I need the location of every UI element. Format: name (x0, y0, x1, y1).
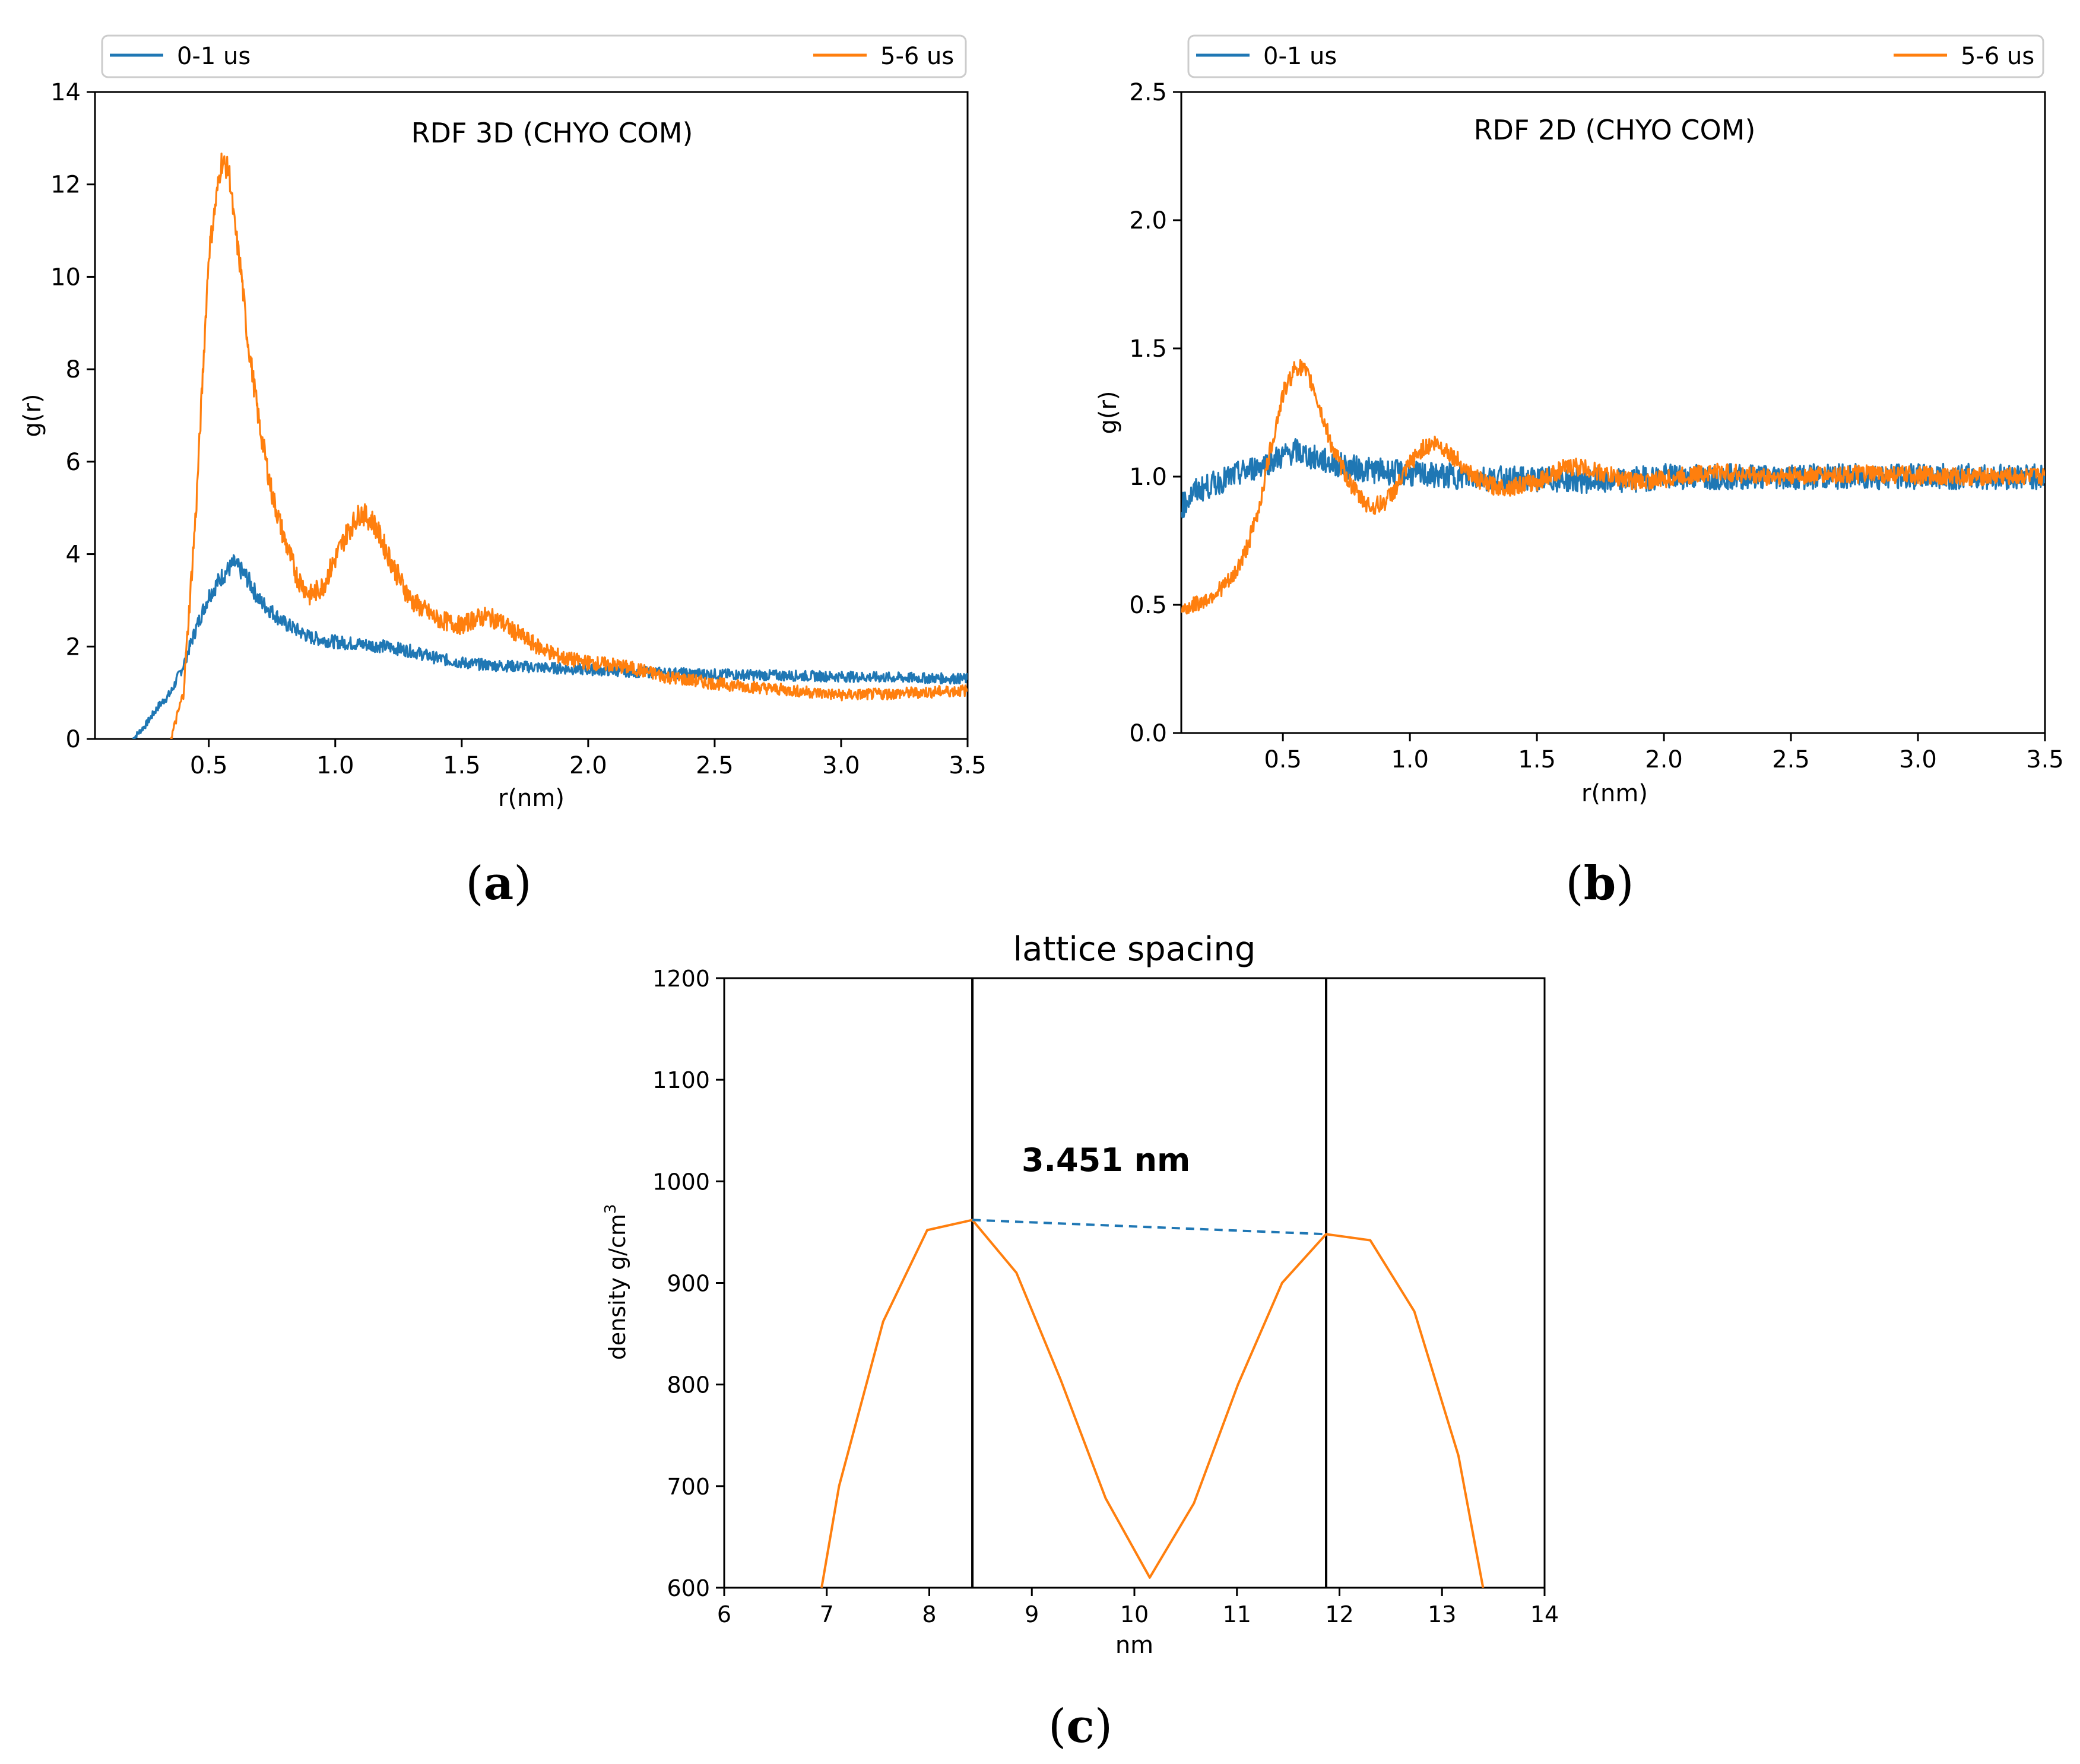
legend-b: 0-1 us 5-6 us (1187, 34, 2044, 78)
y-axis-label-b: g(r) (1095, 391, 1122, 434)
x-tick-label: 1.5 (443, 752, 481, 779)
y-tick-label: 1000 (652, 1169, 710, 1195)
y-tick-label: 1200 (652, 966, 710, 992)
legend-box-a (101, 34, 967, 78)
x-tick-label: 0.5 (190, 752, 228, 779)
chart-title-b: RDF 2D (CHYO COM) (1474, 114, 1756, 146)
y-tick-label: 0.0 (1129, 720, 1167, 747)
y-tick-label: 1.0 (1129, 464, 1167, 491)
x-tick-label: 3.5 (2026, 746, 2064, 773)
x-tick-label: 8 (922, 1601, 936, 1627)
series-c: 3.451 nm (820, 978, 1485, 1588)
series-a (132, 153, 968, 739)
panel-label-a: (a) (465, 856, 531, 910)
series-line-0-1-us (1181, 437, 2045, 519)
x-axis-label-a: r(nm) (498, 785, 565, 812)
legend-label-blue-b: 0-1 us (1263, 43, 1337, 70)
x-tick-label: 11 (1223, 1601, 1251, 1627)
y-tick-label: 800 (667, 1372, 710, 1398)
series-line-density (820, 1219, 1485, 1588)
y-tick-label: 4 (66, 541, 81, 569)
chart-lattice-spacing: 6 7 8 9 10 11 12 13 14 600 700 800 900 1000 1100 1200 3… (602, 930, 1559, 1753)
y-axis-label-c: density g/cm3 (602, 1204, 630, 1360)
chart-rdf-2d: 0.5 1.0 1.5 2.0 2.5 3.0 3.50.00.51.01.52.02.5 … (1095, 34, 2064, 910)
y-axis-label-a: g(r) (19, 394, 46, 437)
x-tick-label: 3.0 (1899, 746, 1937, 773)
x-tick-label: 1.0 (1391, 746, 1429, 773)
panel-label-b: (b) (1565, 856, 1634, 910)
y-tick-label: 10 (50, 264, 81, 291)
y-tick-label: 6 (66, 449, 81, 476)
x-tick-label: 2.0 (569, 752, 607, 779)
x-tick-label: 3.0 (822, 752, 860, 779)
chart-rdf-3d: 0.5 1.0 1.5 2.0 2.5 3.0 3.5 0 2 4 6 8 10 12 14 RDF 3D … (19, 34, 987, 910)
spacing-dashed-line (972, 1219, 1327, 1236)
y-tick-label: 2.0 (1129, 207, 1167, 234)
plot-area-c (723, 977, 1546, 1589)
series-line-5-6-us (1181, 358, 2045, 615)
y-tick-label: 1.5 (1129, 335, 1167, 363)
x-tick-label: 13 (1428, 1601, 1456, 1627)
x-tick-label: 10 (1120, 1601, 1149, 1627)
y-tick-label: 12 (50, 172, 81, 199)
series-line-0-1-us (132, 554, 968, 739)
y-tick-label: 900 (667, 1271, 710, 1297)
series-line-5-6-us (170, 153, 968, 739)
y-tick-label: 0 (66, 726, 81, 753)
spacing-annotation: 3.451 nm (1022, 1141, 1190, 1179)
plot-area-a (94, 91, 969, 740)
chart-title-c: lattice spacing (1013, 930, 1256, 969)
y-tick-label: 14 (50, 79, 81, 106)
x-tick-label: 14 (1530, 1601, 1559, 1627)
y-tick-label: 8 (66, 356, 81, 383)
legend-a: 0-1 us 5-6 us (101, 34, 967, 78)
series-group (1181, 358, 2045, 615)
x-tick-label: 2.0 (1645, 746, 1683, 773)
x-axis-label-c: nm (1115, 1632, 1153, 1659)
x-tick-label: 3.5 (949, 752, 987, 779)
legend-box-b (1187, 34, 2044, 78)
legend-label-orange-a: 5-6 us (880, 43, 954, 70)
x-tick-label: 7 (820, 1601, 834, 1627)
x-axis-label-b: r(nm) (1581, 780, 1648, 807)
y-tick-label: 2 (66, 633, 81, 661)
x-tick-label: 0.5 (1264, 746, 1302, 773)
plot-area-b (1180, 91, 2046, 734)
x-tick-label: 1.0 (316, 752, 354, 779)
series-group (820, 978, 1485, 1588)
x-tick-label: 2.5 (696, 752, 734, 779)
y-tick-label: 0.5 (1129, 592, 1167, 619)
ticks-c: 6 7 8 9 10 11 12 13 14 600 700 800 900 1000 1100 1200 (652, 966, 1559, 1627)
legend-label-orange-b: 5-6 us (1961, 43, 2034, 70)
ticks-a: 0.5 1.0 1.5 2.0 2.5 3.0 3.5 0 2 4 6 8 10 12 14 (50, 79, 987, 779)
panel-label-c: (c) (1048, 1699, 1112, 1753)
x-tick-label: 12 (1325, 1601, 1353, 1627)
x-tick-label: 2.5 (1772, 746, 1810, 773)
chart-title-a: RDF 3D (CHYO COM) (411, 117, 693, 149)
y-tick-label: 600 (667, 1575, 710, 1601)
series-group (132, 153, 968, 739)
legend-label-blue-a: 0-1 us (177, 43, 251, 70)
y-tick-label: 1100 (652, 1067, 710, 1093)
series-b (1181, 358, 2045, 615)
y-tick-label: 2.5 (1129, 79, 1167, 106)
x-tick-label: 1.5 (1518, 746, 1556, 773)
x-tick-label: 9 (1025, 1601, 1039, 1627)
ticks-b: 0.5 1.0 1.5 2.0 2.5 3.0 3.5 0.0 0.5 1.0 1.5 2.0 2.5 (1129, 79, 2063, 773)
y-tick-label: 700 (667, 1474, 710, 1500)
x-tick-label: 6 (717, 1601, 731, 1627)
